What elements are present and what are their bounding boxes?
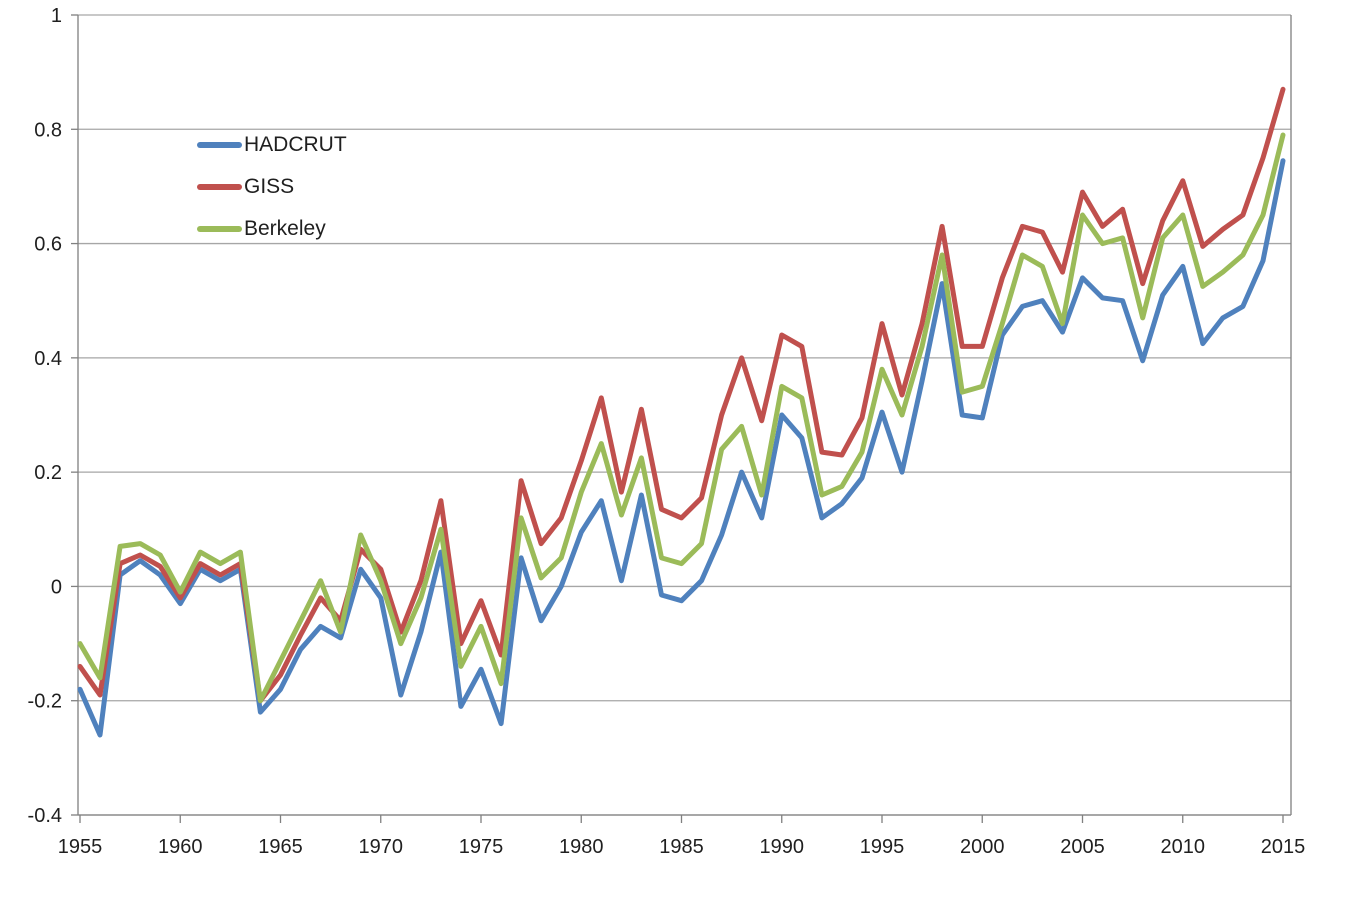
x-axis-tick-label: 1990 [760,836,805,858]
x-axis-tick-label: 2005 [1060,836,1105,858]
hadcrut-line-swatch-icon [197,141,242,148]
y-axis-tick-label: 0 [51,576,62,598]
y-axis-tick-label: 1 [51,5,62,27]
y-axis-tick-label: -0.4 [28,805,62,827]
series-line-giss [77,86,1286,704]
legend-item-hadcrut[interactable]: HADCRUT [197,130,347,159]
legend-label-hadcrut: HADCRUT [244,133,347,156]
series-line-hadcrut [77,158,1286,738]
series-line-berkeley [77,132,1286,704]
giss-line-swatch-icon [197,183,242,190]
y-axis-tick-label: 0.8 [34,119,62,141]
legend-label-giss: GISS [244,175,295,198]
legend: HADCRUT GISS Berkeley [197,130,347,243]
berkeley-line-swatch-icon [197,225,242,232]
x-axis-tick-label: 1980 [559,836,604,858]
y-axis-tick-label: 0.4 [34,348,62,370]
legend-item-berkeley[interactable]: Berkeley [197,214,347,243]
x-axis-tick-label: 1955 [58,836,103,858]
x-axis-tick-label: 1975 [459,836,504,858]
x-axis-tick-label: 2000 [960,836,1005,858]
x-axis-tick-label: 1960 [158,836,203,858]
x-axis-tick-label: 1965 [258,836,303,858]
x-axis-tick-label: 2015 [1261,836,1306,858]
y-axis-tick-label: 0.6 [34,234,62,256]
y-axis-tick-label: -0.2 [28,691,62,713]
legend-item-giss[interactable]: GISS [197,172,347,201]
x-axis-tick-label: 1970 [359,836,404,858]
x-axis-tick-label: 1985 [659,836,704,858]
legend-label-berkeley: Berkeley [244,217,326,240]
x-axis-tick-label: 1995 [860,836,905,858]
x-axis-tick-label: 2010 [1161,836,1206,858]
y-axis-tick-label: 0.2 [34,462,62,484]
